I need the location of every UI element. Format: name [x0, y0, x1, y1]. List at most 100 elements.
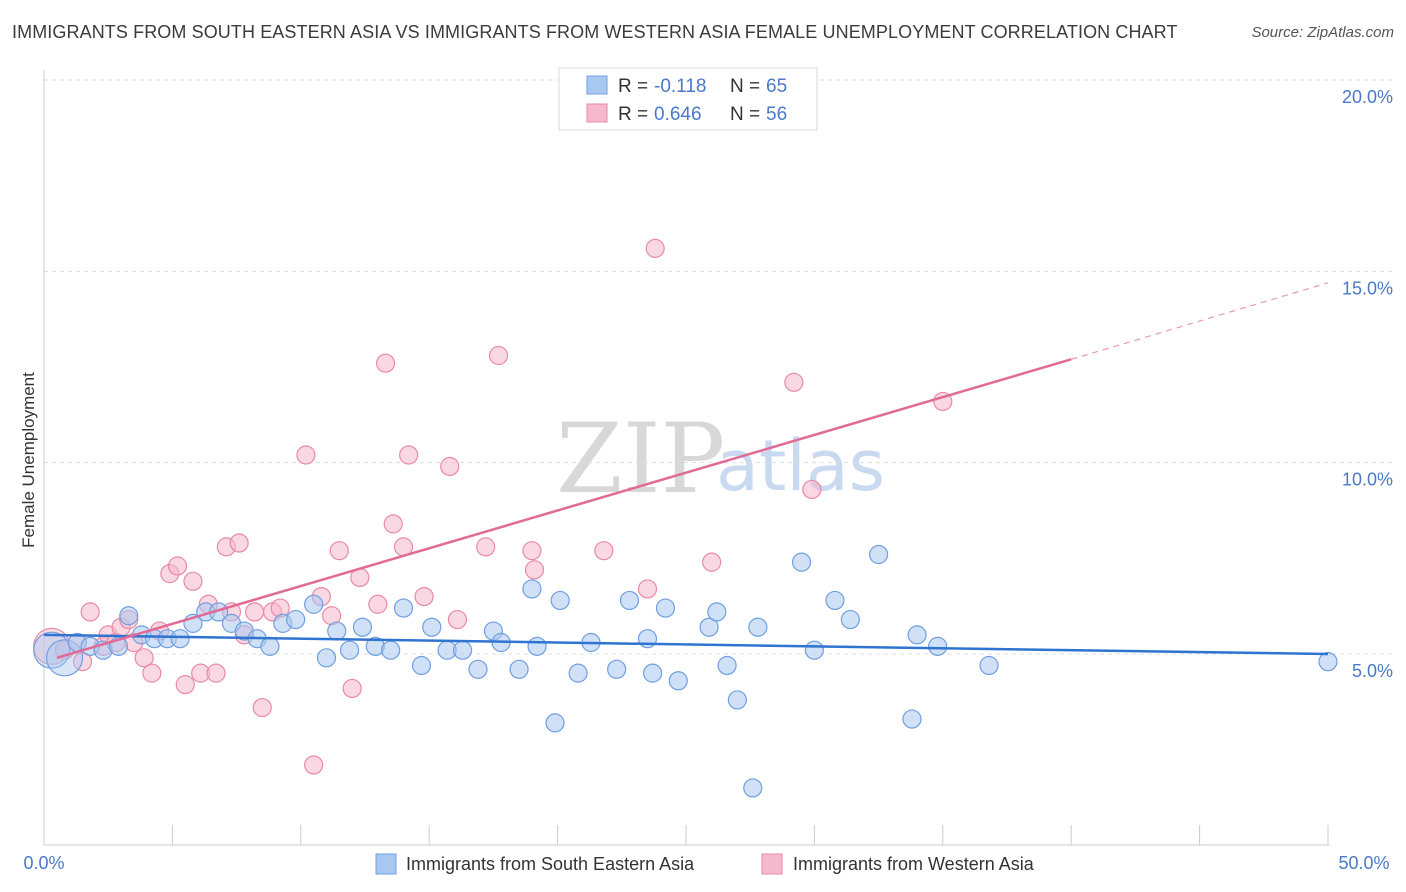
- south-eastern-asia-point-42: [607, 659, 627, 679]
- bottom-legend-swatch-blue: [375, 853, 397, 875]
- south-eastern-asia-point-56: [825, 590, 845, 611]
- western-asia-point-49: [637, 579, 658, 599]
- western-asia-point-33: [329, 541, 349, 561]
- legend-r-label-pink: R =: [618, 104, 648, 125]
- legend-r-label-blue: R =: [618, 76, 648, 97]
- x-ticks: [43, 825, 1329, 845]
- trend-line-western-asia: [56, 358, 1072, 660]
- y-tick-label-3: 20.0%: [1342, 87, 1393, 107]
- south-eastern-asia-point-40: [568, 663, 588, 683]
- legend-n-label-blue: N =: [730, 76, 760, 97]
- south-eastern-asia-point-6: [119, 606, 139, 626]
- y-tick-label-0: 5.0%: [1352, 661, 1393, 681]
- western-asia-point-16: [175, 675, 195, 695]
- south-eastern-asia-point-17: [260, 636, 280, 656]
- western-asia-point-53: [802, 479, 822, 500]
- south-eastern-asia-point-0: [33, 631, 71, 669]
- south-eastern-asia-point-52: [743, 778, 763, 798]
- south-eastern-asia-point-32: [468, 659, 488, 679]
- legend-n-label-pink: N =: [730, 104, 760, 125]
- y-axis-label: Female Unemployment: [19, 372, 38, 548]
- south-eastern-asia-point-49: [707, 602, 727, 622]
- south-eastern-asia-point-47: [668, 671, 688, 691]
- south-eastern-asia-point-45: [643, 663, 663, 683]
- legend-r-value-pink: 0.646: [654, 104, 702, 125]
- bottom-legend-label-pink: Immigrants from Western Asia: [793, 854, 1035, 874]
- source-credit: Source: ZipAtlas.com: [1251, 24, 1394, 41]
- south-eastern-asia-point-50: [717, 655, 737, 676]
- south-eastern-asia-point-26: [381, 640, 401, 660]
- western-asia-point-15: [167, 556, 188, 576]
- south-eastern-asia-point-20: [304, 594, 324, 614]
- south-eastern-asia-point-27: [393, 598, 414, 618]
- western-asia-point-34: [342, 678, 362, 699]
- trend-lines: [43, 282, 1329, 660]
- bottom-legend: Immigrants from South Eastern Asia Immig…: [375, 853, 1035, 875]
- western-asia-point-44: [476, 537, 496, 557]
- western-asia-point-29: [296, 445, 316, 465]
- south-eastern-asia-point-51: [727, 690, 747, 710]
- south-eastern-asia-point-58: [868, 544, 889, 565]
- legend-swatch-pink: [586, 103, 608, 123]
- legend-n-value-pink: 56: [766, 104, 787, 125]
- south-eastern-asia-point-29: [422, 617, 442, 637]
- legend-swatch-blue: [586, 75, 608, 95]
- western-asia-point-51: [702, 552, 722, 572]
- south-eastern-asia-point-53: [748, 617, 768, 637]
- south-eastern-asia-point-46: [655, 598, 676, 618]
- western-asia-point-41: [414, 586, 434, 607]
- western-asia-point-52: [784, 372, 804, 392]
- western-asia-point-30: [304, 755, 324, 775]
- western-asia-point-36: [368, 594, 388, 614]
- western-asia-point-20: [206, 663, 226, 683]
- western-asia-point-45: [488, 345, 509, 366]
- south-eastern-asia-point-10: [170, 629, 190, 649]
- legend-n-value-blue: 65: [766, 76, 787, 97]
- south-eastern-asia-point-55: [804, 640, 825, 660]
- western-asia-point-50: [645, 238, 665, 258]
- south-eastern-asia-point-28: [411, 655, 432, 676]
- western-asia-point-26: [252, 697, 272, 718]
- western-asia-point-38: [383, 514, 403, 534]
- stats-legend: R = -0.118 N = 65 R = 0.646 N = 56: [558, 67, 818, 131]
- western-asia-point-4: [80, 602, 100, 622]
- western-asia-point-46: [522, 541, 542, 561]
- south-eastern-asia-point-62: [979, 655, 999, 676]
- western-asia-point-47: [524, 560, 545, 580]
- series-western-asia-points: [33, 238, 953, 775]
- south-eastern-asia-point-35: [509, 659, 529, 679]
- chart-title: IMMIGRANTS FROM SOUTH EASTERN ASIA VS IM…: [12, 22, 1178, 42]
- trend-line-western-asia-extension: [1071, 282, 1329, 360]
- x-tick-label-max: 50.0%: [1338, 853, 1389, 873]
- south-eastern-asia-point-19: [286, 609, 306, 630]
- western-asia-point-25: [244, 602, 265, 622]
- south-eastern-asia-point-39: [550, 590, 570, 611]
- western-asia-point-37: [375, 353, 396, 373]
- bottom-legend-label-blue: Immigrants from South Eastern Asia: [406, 854, 695, 874]
- y-tick-label-1: 10.0%: [1342, 470, 1393, 490]
- western-asia-point-40: [399, 445, 419, 465]
- y-tick-labels: 5.0% 10.0% 15.0% 20.0%: [1342, 87, 1393, 681]
- south-eastern-asia-point-60: [907, 625, 927, 645]
- y-tick-label-2: 15.0%: [1342, 278, 1393, 298]
- south-eastern-asia-point-54: [791, 552, 812, 572]
- axes: [43, 70, 1330, 846]
- south-eastern-asia-point-37: [527, 636, 547, 656]
- western-asia-point-17: [183, 571, 203, 591]
- legend-r-value-blue: -0.118: [654, 76, 706, 97]
- watermark: ZIP atlas: [556, 403, 885, 515]
- watermark-atlas: atlas: [716, 425, 885, 507]
- south-eastern-asia-point-24: [352, 617, 373, 637]
- south-eastern-asia-point-43: [619, 590, 640, 611]
- x-tick-label-min: 0.0%: [23, 853, 64, 873]
- south-eastern-asia-point-63: [1318, 652, 1338, 672]
- south-eastern-asia-point-21: [316, 648, 337, 668]
- south-eastern-asia-point-36: [522, 579, 542, 599]
- bottom-legend-swatch-pink: [761, 853, 783, 875]
- western-asia-point-42: [440, 456, 460, 477]
- western-asia-point-48: [594, 541, 614, 561]
- western-asia-point-11: [134, 648, 154, 668]
- series-south-eastern-asia-points: [33, 544, 1338, 798]
- south-eastern-asia-point-61: [928, 636, 948, 656]
